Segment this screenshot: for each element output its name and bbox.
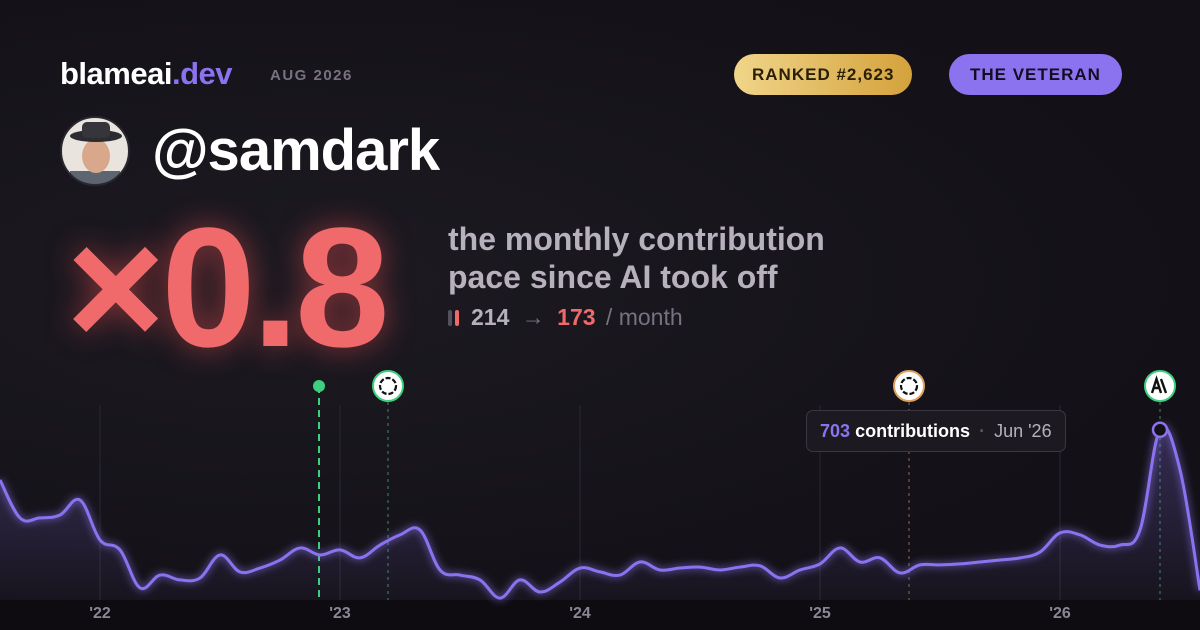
description-line: the monthly contribution — [448, 221, 825, 257]
highlight-point — [1151, 421, 1169, 439]
after-swatch — [455, 310, 459, 326]
tooltip-value: 703 — [820, 421, 851, 441]
line — [0, 425, 1200, 600]
tooltip-label: contributions — [855, 421, 971, 441]
handle: @samdark — [152, 118, 440, 183]
after-value: 173 — [557, 304, 596, 330]
tooltip-date: Jun '26 — [994, 421, 1052, 441]
brand-tld: .dev — [171, 56, 233, 91]
date: AUG 2026 — [270, 67, 353, 84]
x-tick-label: '22 — [89, 605, 111, 622]
x-tick-label: '23 — [329, 605, 351, 622]
arrow: → — [521, 304, 545, 330]
x-tick-label: '26 — [1049, 605, 1071, 622]
tooltip-separator: · — [979, 421, 986, 441]
axis-band — [0, 600, 1200, 630]
description: the monthly contribution pace since AI to… — [448, 220, 825, 296]
event-icon — [893, 370, 925, 402]
before-value: 214 — [471, 304, 510, 330]
event-dot — [313, 380, 325, 392]
event-icon — [1144, 370, 1176, 402]
tooltip: 703 contributions · Jun '26 — [806, 410, 1066, 452]
event-icon — [372, 370, 404, 402]
brand: blameai.dev — [60, 56, 232, 92]
pace: 214 → 173 / month — [448, 304, 683, 331]
brand-name: blameai — [60, 56, 172, 91]
area — [0, 426, 1200, 600]
multiplier: ×0.8 — [66, 193, 390, 383]
x-tick-label: '24 — [569, 605, 591, 622]
avatar — [60, 116, 130, 186]
title-badge: THE VETERAN — [949, 54, 1122, 95]
before-swatch — [448, 310, 452, 326]
x-tick-label: '25 — [809, 605, 831, 622]
rank-badge: RANKED #2,623 — [734, 54, 913, 95]
unit: / month — [605, 304, 683, 330]
description-line: pace since AI took off — [448, 259, 778, 295]
